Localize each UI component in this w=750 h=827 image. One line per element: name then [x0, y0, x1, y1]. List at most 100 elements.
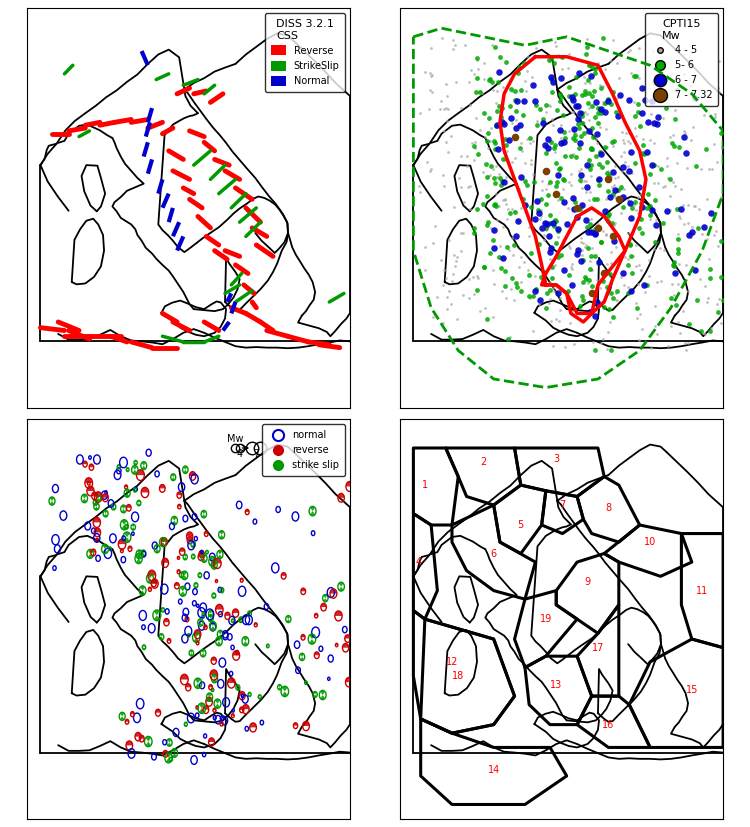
Point	[549, 146, 561, 159]
Point	[481, 134, 493, 147]
Point	[645, 342, 657, 355]
Point	[592, 174, 604, 187]
Point	[584, 60, 596, 73]
Wedge shape	[136, 554, 141, 559]
Point	[563, 175, 575, 189]
Wedge shape	[184, 470, 188, 473]
Point	[617, 266, 629, 280]
Point	[448, 248, 460, 261]
Point	[705, 206, 717, 219]
Point	[650, 218, 662, 232]
Point	[545, 73, 557, 86]
Point	[680, 161, 692, 174]
Point	[643, 188, 655, 201]
Point	[710, 108, 722, 121]
Wedge shape	[118, 467, 120, 469]
Point	[482, 218, 494, 232]
Point	[664, 203, 676, 217]
Wedge shape	[93, 518, 100, 523]
Point	[622, 280, 634, 294]
Point	[506, 155, 518, 169]
Point	[490, 96, 502, 109]
Point	[474, 305, 486, 318]
Legend: Reverse, StrikeSlip, Normal: Reverse, StrikeSlip, Normal	[266, 13, 345, 92]
Point	[604, 191, 616, 204]
Point	[692, 222, 703, 235]
Point	[439, 102, 451, 115]
Point	[695, 324, 707, 337]
Wedge shape	[172, 521, 176, 525]
Wedge shape	[98, 495, 100, 498]
Point	[531, 114, 543, 127]
Point	[570, 212, 582, 225]
Point	[568, 337, 580, 351]
Point	[580, 47, 592, 60]
Point	[468, 222, 480, 235]
Point	[682, 228, 694, 241]
Point	[568, 148, 580, 161]
Wedge shape	[201, 653, 205, 657]
Point	[602, 165, 613, 178]
Point	[564, 224, 576, 237]
Point	[472, 271, 484, 284]
Point	[464, 179, 476, 192]
Point	[481, 189, 493, 203]
Point	[636, 81, 648, 94]
Point	[448, 201, 460, 214]
Wedge shape	[194, 633, 199, 638]
Point	[591, 127, 603, 141]
Point	[689, 199, 701, 213]
Point	[446, 298, 458, 311]
Point	[614, 88, 626, 102]
Point	[624, 237, 636, 251]
Wedge shape	[118, 539, 126, 544]
Wedge shape	[346, 677, 352, 682]
Wedge shape	[181, 675, 188, 680]
Wedge shape	[195, 586, 197, 588]
Point	[496, 116, 508, 129]
Point	[506, 83, 518, 96]
Point	[574, 245, 586, 258]
Point	[542, 178, 554, 191]
Wedge shape	[323, 598, 327, 602]
Point	[427, 311, 439, 324]
Point	[664, 189, 676, 203]
Wedge shape	[88, 481, 90, 483]
Point	[534, 213, 546, 226]
Point	[542, 142, 554, 155]
Wedge shape	[217, 551, 222, 554]
Point	[616, 126, 628, 139]
Point	[586, 241, 598, 255]
Point	[590, 95, 602, 108]
Point	[584, 141, 596, 154]
Wedge shape	[199, 619, 202, 623]
Point	[496, 153, 508, 166]
Point	[591, 273, 603, 286]
Point	[597, 332, 609, 346]
Point	[603, 208, 615, 221]
Point	[493, 65, 505, 79]
Wedge shape	[160, 637, 163, 640]
Point	[494, 171, 506, 184]
Point	[706, 162, 718, 175]
Point	[689, 264, 701, 277]
Point	[540, 182, 552, 195]
Point	[484, 169, 496, 182]
Point	[464, 98, 476, 112]
Point	[482, 74, 494, 87]
Wedge shape	[89, 464, 94, 467]
Point	[598, 62, 610, 75]
Wedge shape	[180, 575, 183, 577]
Wedge shape	[120, 712, 124, 716]
Wedge shape	[154, 615, 160, 620]
Point	[673, 233, 685, 246]
Point	[447, 268, 459, 281]
Point	[566, 258, 578, 271]
Point	[552, 194, 564, 207]
Point	[574, 136, 586, 150]
Wedge shape	[217, 641, 221, 646]
Wedge shape	[202, 613, 205, 614]
Point	[608, 184, 620, 197]
Point	[548, 213, 560, 227]
Point	[554, 291, 566, 304]
